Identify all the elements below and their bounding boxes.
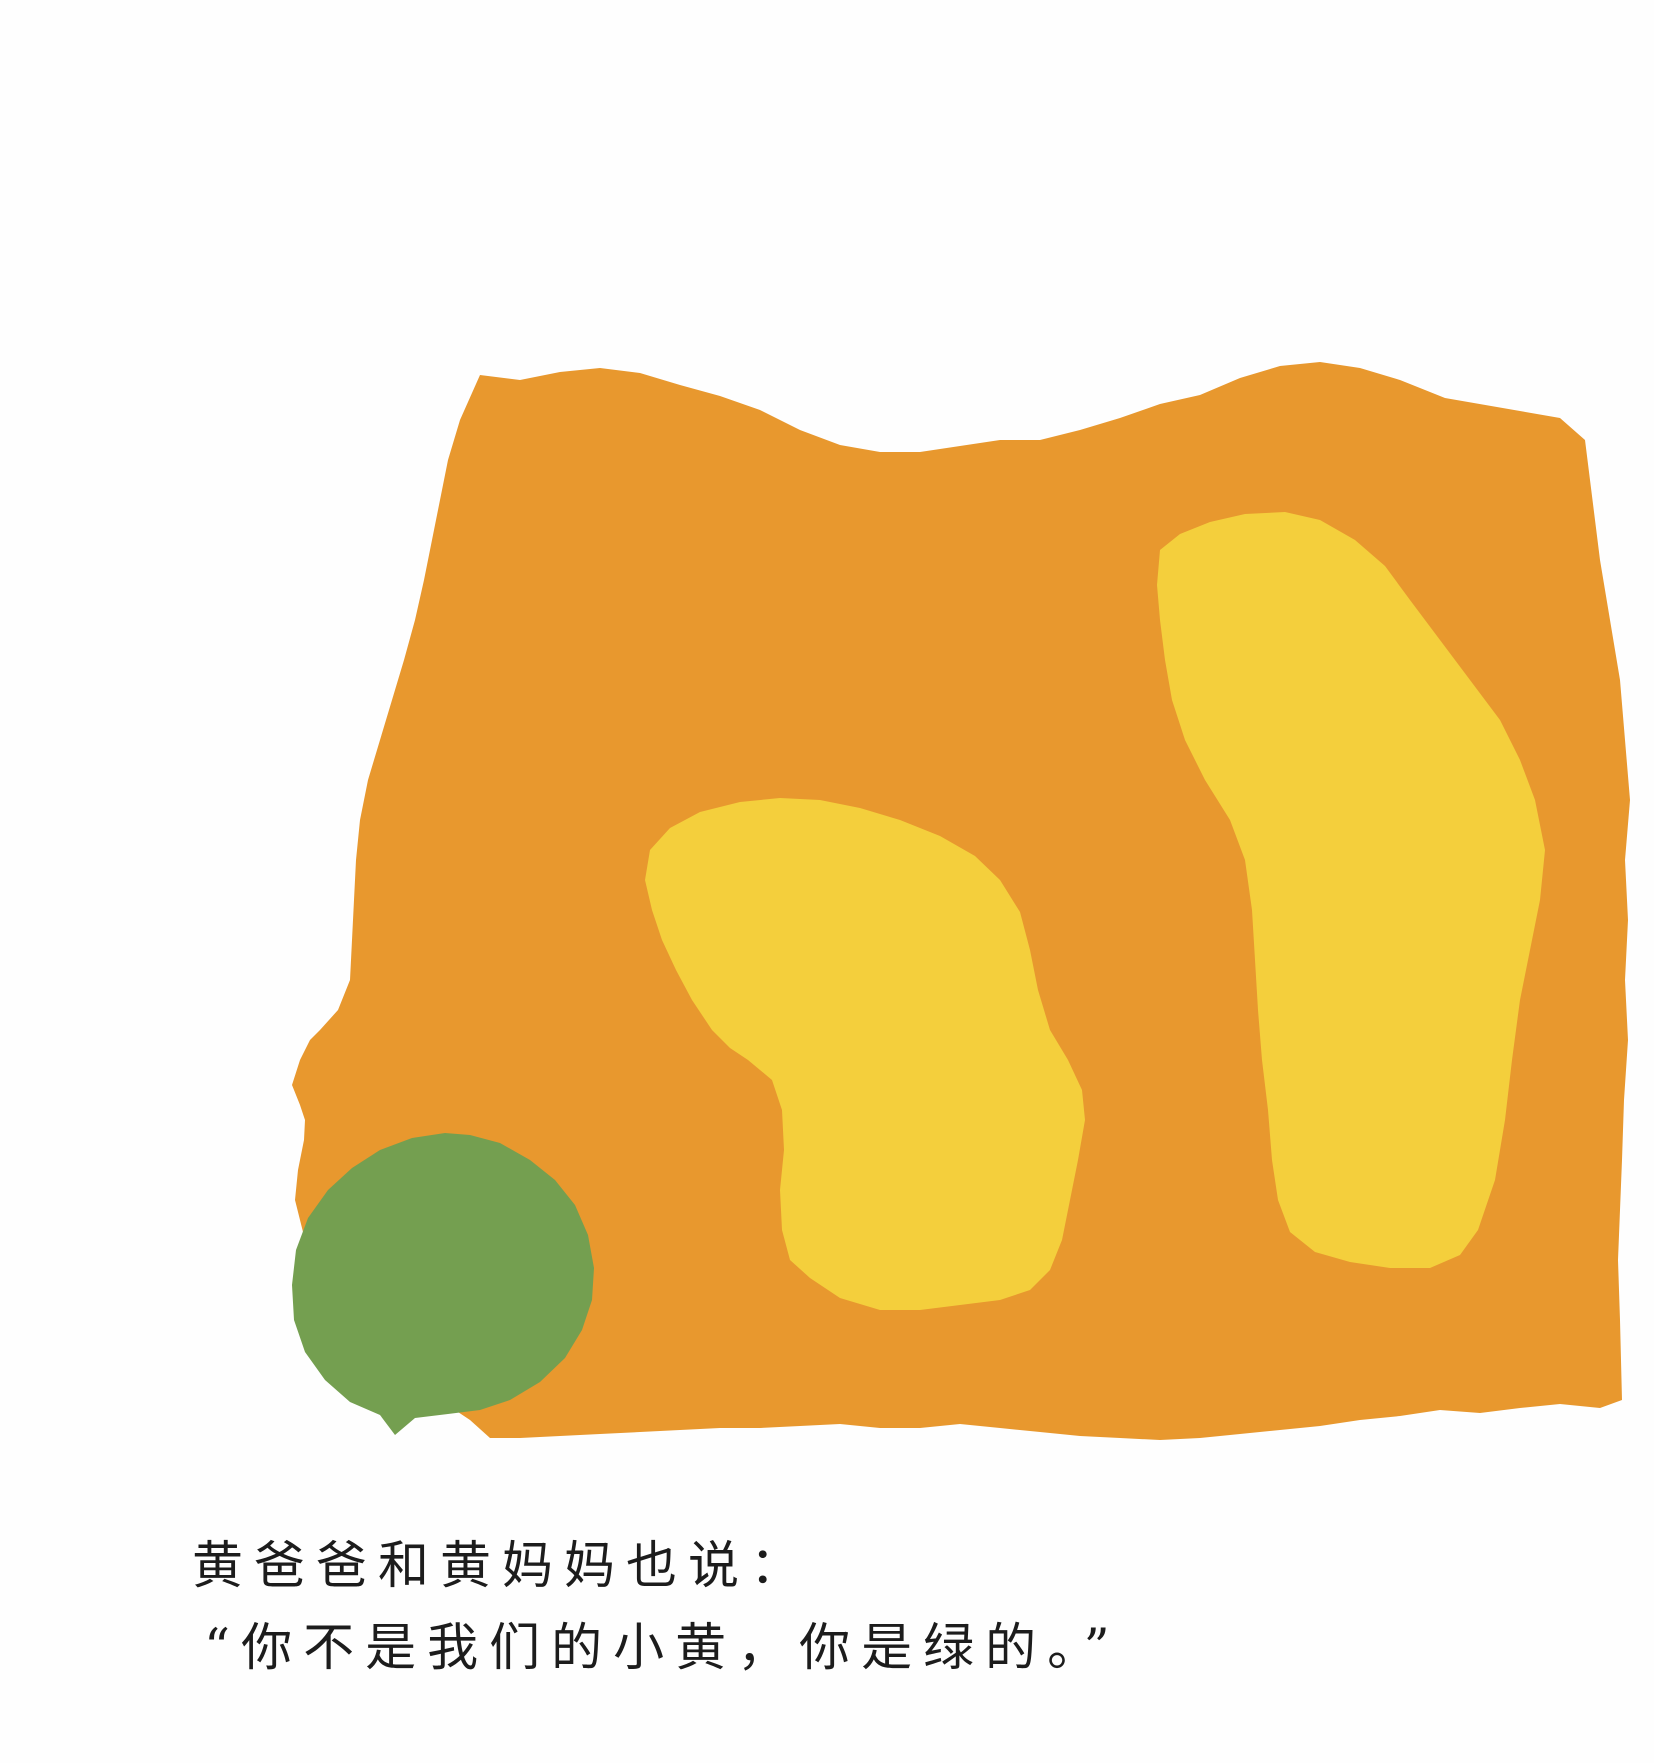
green-circle [292, 1133, 594, 1435]
yellow-blob-tall [1157, 512, 1545, 1268]
story-text-line-1: 黄爸爸和黄妈妈也说： [192, 1537, 813, 1596]
story-text: 黄爸爸和黄妈妈也说： “你不是我们的小黄，你是绿的。” [192, 1526, 1592, 1690]
story-text-line-2: “你不是我们的小黄，你是绿的。” [204, 1619, 1121, 1678]
yellow-blob-small [645, 798, 1085, 1310]
